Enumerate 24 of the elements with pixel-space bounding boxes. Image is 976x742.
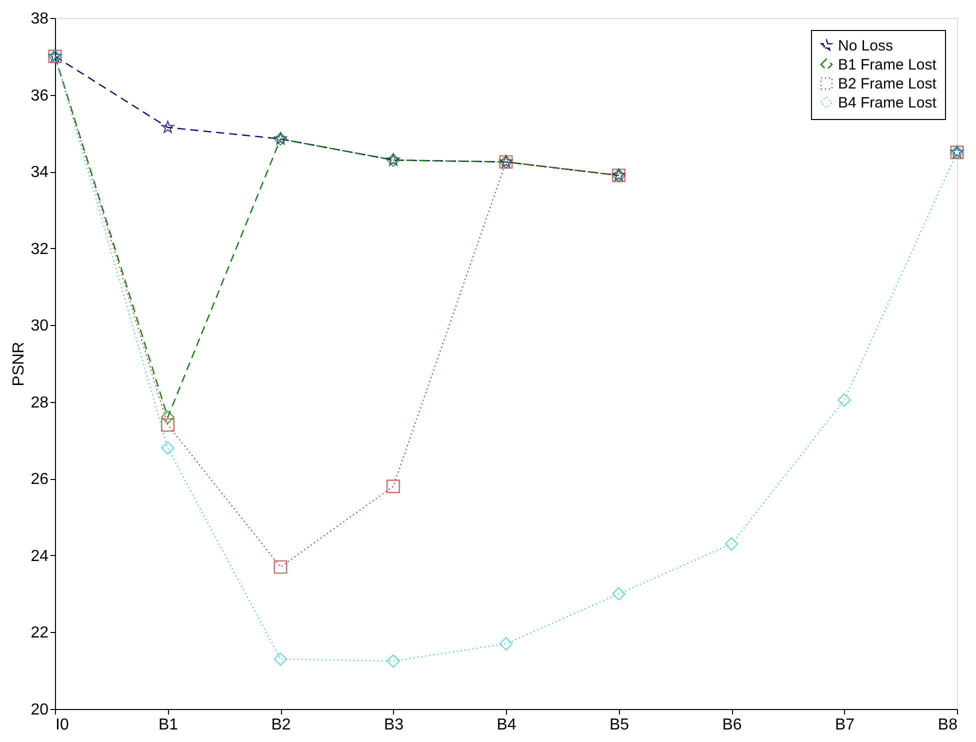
x-tick-label: B3 [384, 716, 404, 734]
y-axis-title: PSNR [10, 342, 28, 386]
legend-label: No Loss [838, 38, 894, 54]
legend-label: B2 Frame Lost [838, 76, 938, 92]
x-tick-label: B6 [722, 716, 742, 734]
y-tick-label: 32 [30, 240, 49, 258]
x-tick-label: B4 [496, 716, 516, 734]
y-tick-label: 30 [30, 318, 49, 335]
y-tick-label: 26 [30, 471, 49, 488]
x-tick-label: B7 [834, 716, 855, 734]
y-tick-label: 38 [30, 10, 49, 28]
y-tick-label: 24 [30, 548, 49, 565]
y-tick-label: 22 [30, 624, 49, 642]
x-tick-label: B5 [609, 716, 630, 734]
y-tick-label: 34 [30, 164, 49, 182]
x-tick-label: B1 [158, 716, 178, 734]
x-tick-label: B8 [938, 716, 958, 734]
y-tick-label: 28 [30, 394, 49, 412]
legend-label: B1 Frame Lost [838, 56, 938, 74]
x-tick-label: B2 [271, 716, 291, 734]
y-tick-label: 20 [30, 702, 49, 718]
legend-label: B4 Frame Lost [838, 94, 938, 112]
y-tick-label: 36 [30, 87, 49, 104]
x-tick-label: I0 [56, 716, 69, 734]
